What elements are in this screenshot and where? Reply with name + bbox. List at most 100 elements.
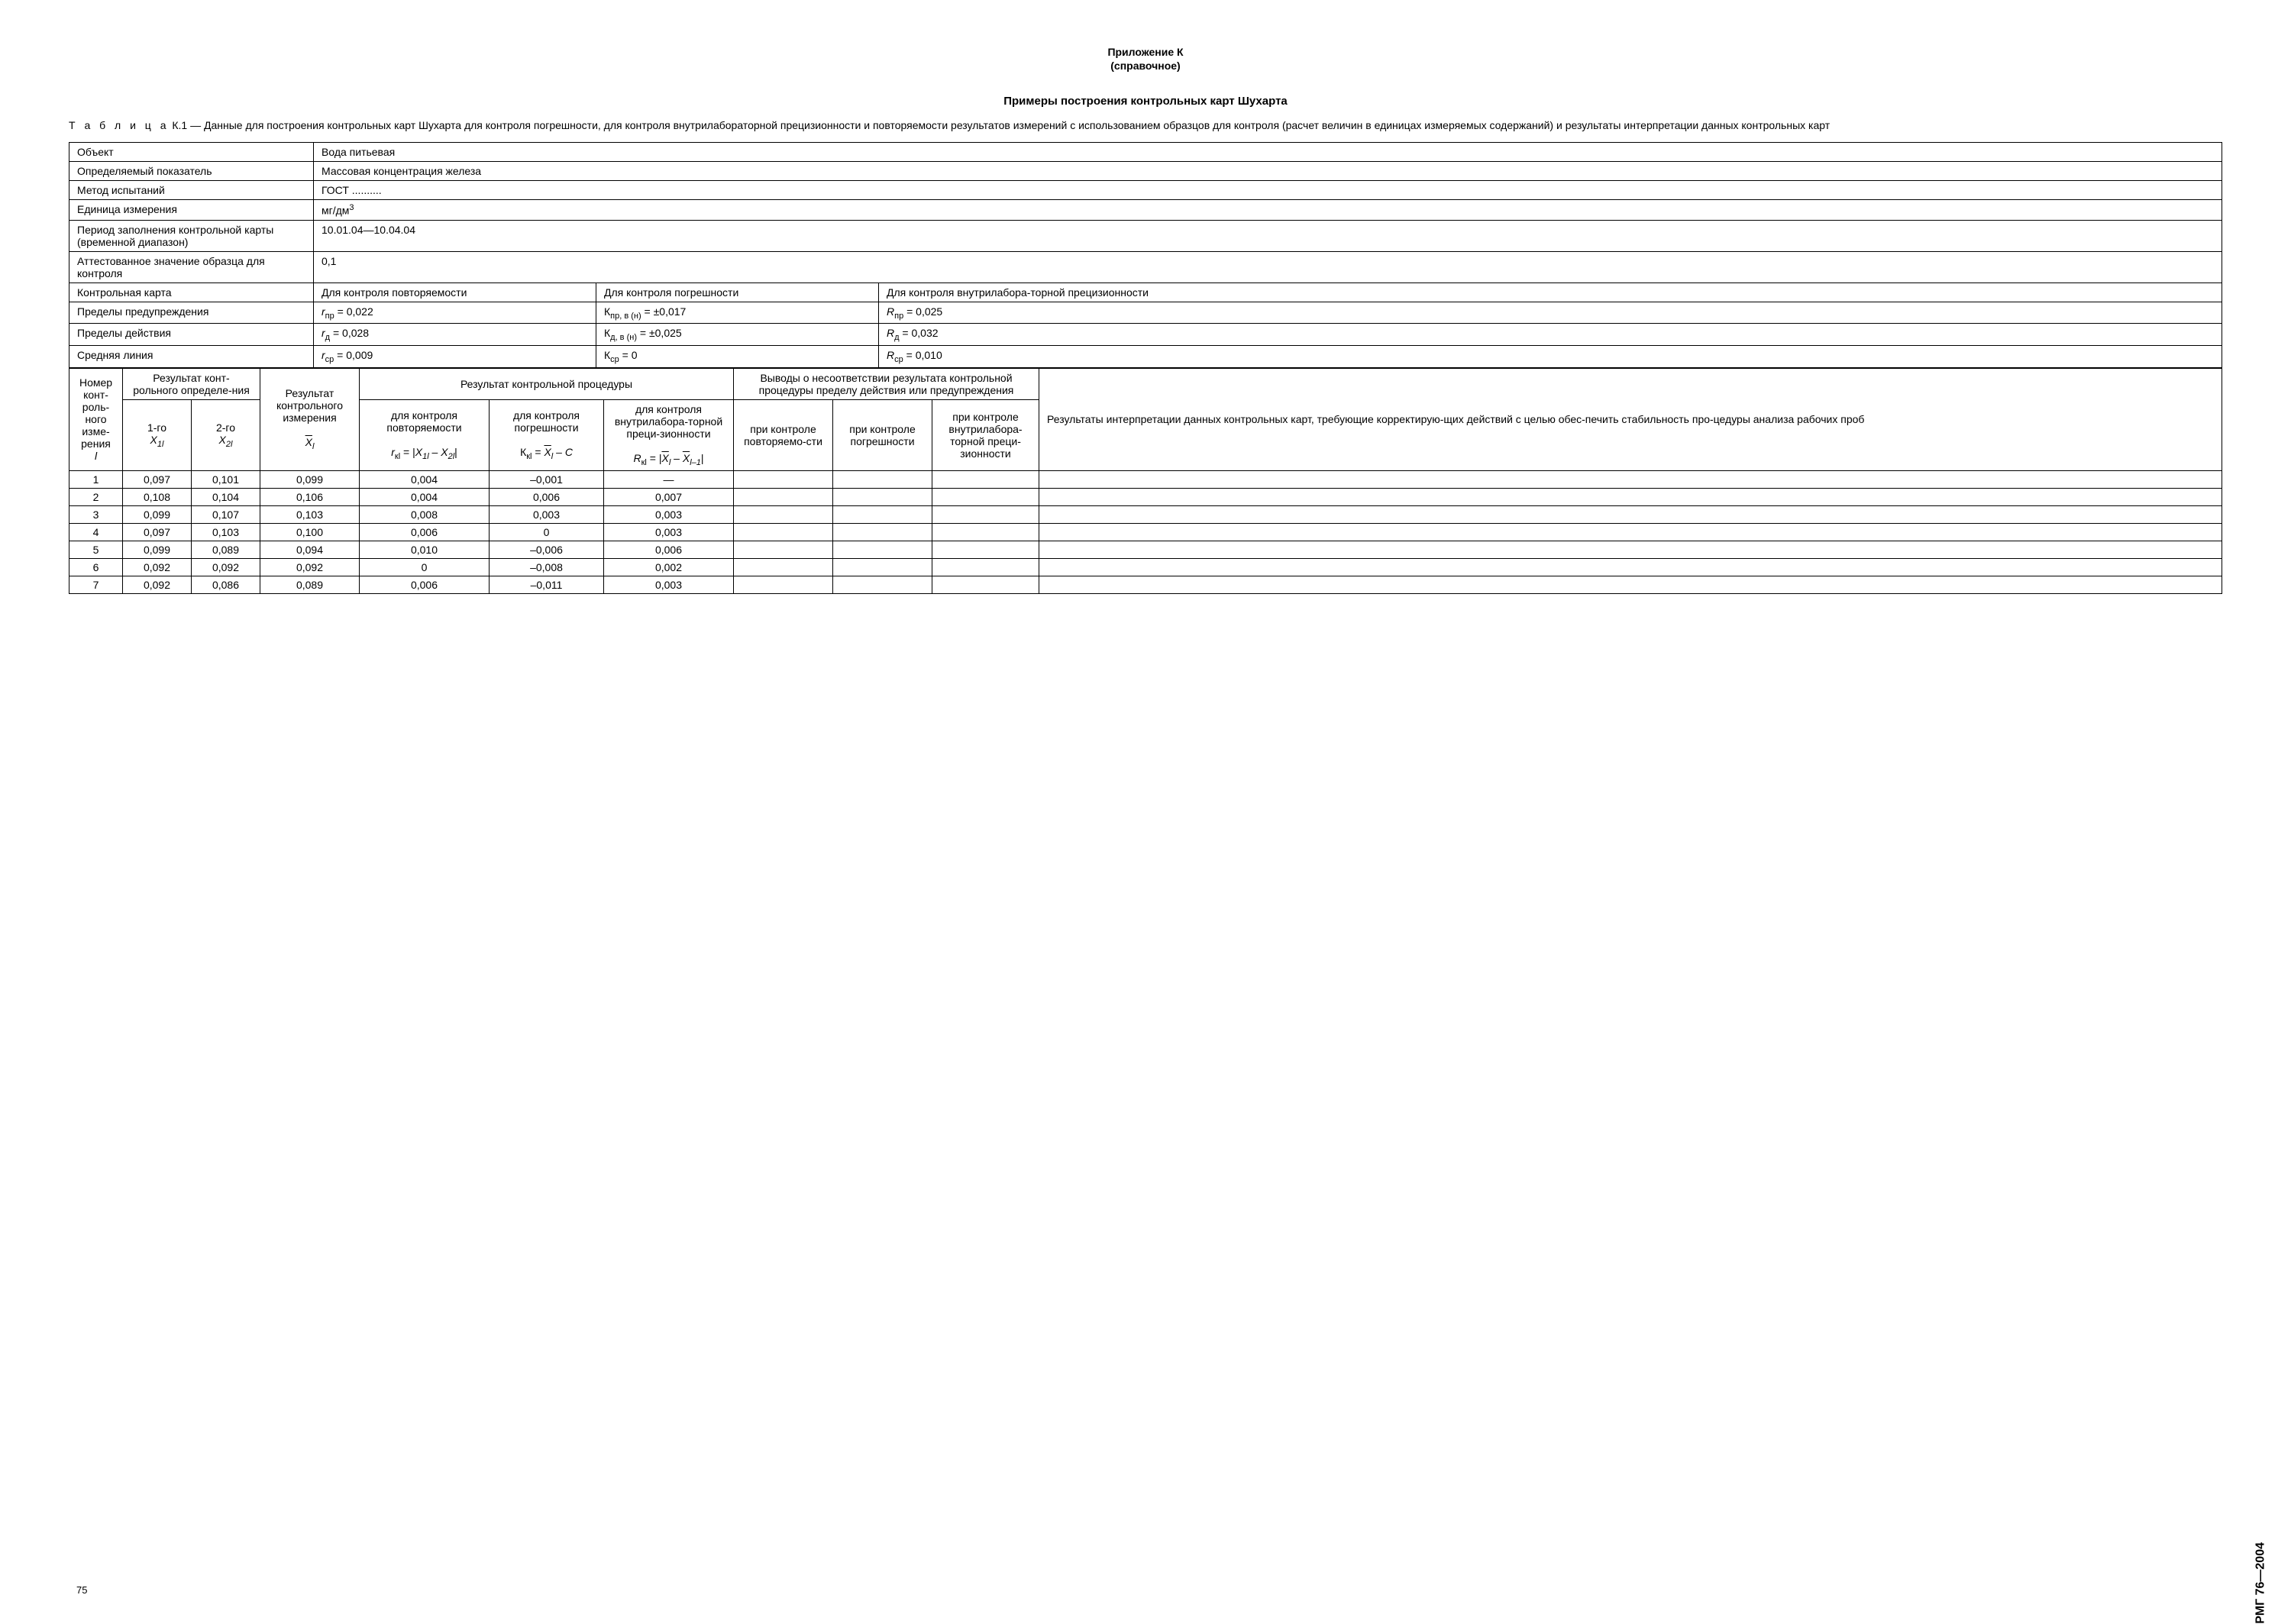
w2-val: = ±0,017 [641, 305, 687, 318]
s2-x: X [544, 446, 551, 458]
table-cell: 0,097 [123, 470, 192, 488]
midline-v3: Rср = 0,010 [879, 346, 2222, 368]
table-cell: 0,003 [604, 523, 734, 541]
s1-x2s: 2l [448, 452, 455, 461]
s3-mid: – [670, 452, 683, 464]
table-cell: 0,107 [192, 505, 260, 523]
meta-indicator-label: Определяемый показатель [69, 161, 314, 180]
hdr-x1-sym: X [150, 434, 157, 446]
appendix-header: Приложение К (справочное) [69, 46, 2222, 72]
table-cell-empty [1039, 541, 2222, 558]
table-cell-empty [1039, 558, 2222, 576]
table-cell-empty [932, 576, 1039, 593]
table-cell: 0,006 [604, 541, 734, 558]
hdr-x1-t: 1-го [147, 421, 166, 434]
w3-sym: R [887, 305, 894, 318]
unit-sup: 3 [349, 203, 354, 212]
table-row: 50,0990,0890,0940,010–0,0060,006 [69, 541, 2222, 558]
table-cell: 0,006 [360, 576, 490, 593]
table-cell: 0,002 [604, 558, 734, 576]
table-cell: 0 [360, 558, 490, 576]
table-cell: 0,003 [490, 505, 604, 523]
hdr-rc-sym: X [305, 436, 312, 448]
table-cell: 0,094 [260, 541, 360, 558]
s3-x2s: l–1 [690, 458, 701, 467]
action-label: Пределы действия [69, 324, 314, 346]
warning-label: Пределы предупреждения [69, 302, 314, 324]
table-cell-empty [932, 541, 1039, 558]
table-cell: 3 [69, 505, 123, 523]
table-cell: 0,100 [260, 523, 360, 541]
table-cell: 0,086 [192, 576, 260, 593]
table-cell: 0,092 [192, 558, 260, 576]
w1-val: = 0,022 [334, 305, 373, 318]
midline-v2: Кср = 0 [596, 346, 879, 368]
s3-t: для контроля внутрилабора-торной преци-з… [615, 403, 722, 440]
table-cell-empty [734, 523, 833, 541]
a2-val: = ±0,025 [637, 327, 682, 339]
table-cell: 0,007 [604, 488, 734, 505]
table-cell: 0,006 [360, 523, 490, 541]
hdr-rc-sub: l [312, 442, 314, 451]
m3-sub: ср [894, 355, 903, 364]
table-cell-empty [1039, 488, 2222, 505]
table-cell: –0,011 [490, 576, 604, 593]
control-card-label: Контрольная карта [69, 283, 314, 302]
hdr-x2-sub: 2l [226, 440, 233, 449]
table-cell: 2 [69, 488, 123, 505]
hdr-result-ctrl: Результат контрольного измерения Xl [260, 368, 360, 470]
table-cell-empty [1039, 523, 2222, 541]
table-cell-empty [833, 541, 932, 558]
hdr-concl3: при контроле внутрилабора-торной преци-з… [932, 399, 1039, 470]
table-cell: –0,006 [490, 541, 604, 558]
meta-certified-label: Аттестованное значение образца для контр… [69, 251, 314, 283]
s3-pre: R [633, 452, 641, 464]
table-cell: 0,092 [123, 576, 192, 593]
table-cell-empty [833, 470, 932, 488]
s1-eq: = | [400, 446, 415, 458]
meta-unit-value: мг/дм3 [314, 199, 2222, 220]
hdr-concl1: при контроле повторяемо-сти [734, 399, 833, 470]
meta-indicator-value: Массовая концентрация железа [314, 161, 2222, 180]
a3-sym: R [887, 327, 894, 339]
hdr-interp: Результаты интерпретации данных контроль… [1039, 368, 2222, 470]
w2-sym: К [604, 305, 610, 318]
s1-x2: X [441, 446, 448, 458]
midline-v1: rср = 0,009 [314, 346, 596, 368]
hdr-sub2: для контроля погрешности Ккl = Xl – C [490, 399, 604, 470]
table-cell-empty [833, 576, 932, 593]
table-cell-empty [932, 523, 1039, 541]
s1-x1s: 1l [422, 452, 429, 461]
table-cell-empty [734, 576, 833, 593]
meta-certified-value: 0,1 [314, 251, 2222, 283]
s3-x2: X [683, 452, 690, 464]
table-cell-empty [833, 488, 932, 505]
a3-val: = 0,032 [900, 327, 939, 339]
table-cell: 7 [69, 576, 123, 593]
table-cell-empty [734, 541, 833, 558]
s3-sub: кl [641, 458, 647, 467]
table-cell: 0,004 [360, 488, 490, 505]
table-row: 30,0990,1070,1030,0080,0030,003 [69, 505, 2222, 523]
meta-unit-label: Единица измерения [69, 199, 314, 220]
table-cell: 0,008 [360, 505, 490, 523]
w1-sub: пр [325, 311, 334, 320]
s1-end: | [454, 446, 457, 458]
meta-method-value: ГОСТ .......... [314, 180, 2222, 199]
hdr-sub1: для контроля повторяемости rкl = |X1l – … [360, 399, 490, 470]
s2-t: для контроля погрешности [513, 409, 580, 434]
hdr-x2-t: 2-го [216, 421, 235, 434]
table-caption: Т а б л и ц а К.1 — Данные для построени… [69, 118, 2222, 133]
meta-object-value: Вода питьевая [314, 142, 2222, 161]
table-cell-empty [734, 505, 833, 523]
table-cell-empty [833, 558, 932, 576]
table-cell-empty [1039, 470, 2222, 488]
side-doc-label: РМГ 76—2004 [2254, 1542, 2268, 1624]
hdr-x2-sym: X [219, 434, 226, 446]
m3-val: = 0,010 [903, 349, 942, 361]
hdr-x1: 1-го X1l [123, 399, 192, 470]
hdr-concl: Выводы о несоответствии результата контр… [734, 368, 1039, 399]
s1-x1: X [415, 446, 422, 458]
table-cell: 0,092 [260, 558, 360, 576]
table-cell-empty [734, 470, 833, 488]
